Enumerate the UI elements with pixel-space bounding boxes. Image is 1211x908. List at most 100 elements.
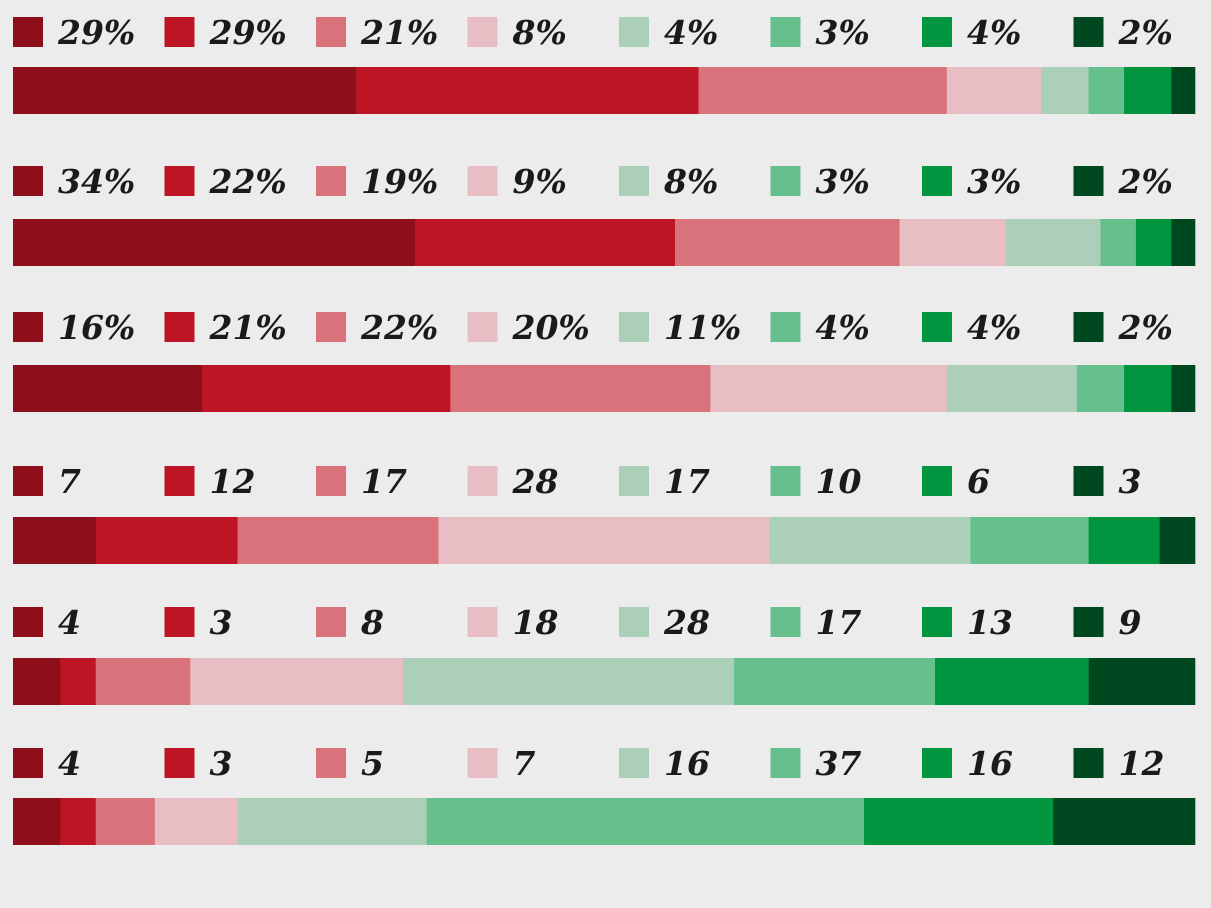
bar-row-3: 16% 21% 22% 20% 11% 4% 4% 2% xyxy=(13,308,1196,412)
legend-swatch-6-5 xyxy=(619,748,649,778)
legend-swatch-2-1 xyxy=(13,166,43,196)
bar-segment-3-6 xyxy=(1076,365,1125,412)
bar-segment-3-3 xyxy=(450,365,711,412)
bar-row-5: 4 3 8 18 28 17 13 9 xyxy=(13,603,1196,705)
bar-segment-5-2 xyxy=(60,658,97,705)
legend-swatch-1-5 xyxy=(619,17,649,47)
data-label-1-3: 21% xyxy=(360,13,438,52)
data-label-5-7: 13 xyxy=(967,603,1013,642)
bar-segment-2-8 xyxy=(1171,219,1196,266)
legend-swatch-3-7 xyxy=(922,312,952,342)
bar-segment-5-6 xyxy=(734,658,936,705)
data-label-1-4: 8% xyxy=(512,13,567,52)
data-label-3-7: 4% xyxy=(967,308,1021,347)
bar-segment-1-3 xyxy=(698,67,948,114)
bar-segment-5-7 xyxy=(934,658,1089,705)
data-label-6-8: 12 xyxy=(1119,744,1165,783)
data-label-1-6: 3% xyxy=(816,13,870,52)
legend-swatch-4-3 xyxy=(316,466,346,496)
bar-row-1: 29% 29% 21% 8% 4% 3% 4% 2% xyxy=(13,13,1196,114)
data-label-5-2: 3 xyxy=(210,603,233,642)
legend-swatch-2-4 xyxy=(467,166,498,196)
data-label-3-1: 16% xyxy=(58,308,135,347)
bar-segment-5-8 xyxy=(1088,658,1196,705)
bar-segment-6-7 xyxy=(864,798,1054,845)
bar-segment-6-8 xyxy=(1053,798,1196,845)
bar-segment-6-2 xyxy=(60,798,97,845)
legend-swatch-4-2 xyxy=(164,466,195,496)
legend-swatch-5-8 xyxy=(1073,607,1104,637)
legend-swatch-2-2 xyxy=(164,166,195,196)
bar-segment-4-3 xyxy=(237,517,439,564)
data-label-6-4: 7 xyxy=(513,744,536,783)
legend-swatch-6-6 xyxy=(770,748,801,778)
bar-segment-5-1 xyxy=(13,658,61,705)
legend-swatch-2-5 xyxy=(619,166,649,196)
legend-swatch-5-1 xyxy=(13,607,43,637)
legend-swatch-1-7 xyxy=(922,17,952,47)
bar-segment-6-6 xyxy=(426,798,865,845)
bar-segment-4-4 xyxy=(438,517,770,564)
legend-swatch-3-6 xyxy=(770,312,801,342)
bar-segment-5-3 xyxy=(95,658,191,705)
legend-swatch-5-2 xyxy=(164,607,195,637)
data-label-2-7: 3% xyxy=(967,162,1021,201)
data-label-6-3: 5 xyxy=(361,744,384,783)
bar-segment-6-1 xyxy=(13,798,61,845)
data-label-4-8: 3 xyxy=(1119,462,1142,501)
data-label-1-2: 29% xyxy=(209,13,287,52)
bar-segment-2-2 xyxy=(414,219,676,266)
data-label-1-5: 4% xyxy=(664,13,718,52)
data-label-6-7: 16 xyxy=(967,744,1013,783)
legend-swatch-3-4 xyxy=(467,312,498,342)
data-label-4-2: 12 xyxy=(210,462,256,501)
bar-segment-2-7 xyxy=(1135,219,1172,266)
legend-swatch-1-1 xyxy=(13,17,43,47)
bar-segment-3-1 xyxy=(13,365,203,412)
bar-segment-1-1 xyxy=(13,67,357,114)
data-label-6-2: 3 xyxy=(210,744,233,783)
data-label-5-5: 28 xyxy=(663,603,710,642)
bar-segment-1-8 xyxy=(1171,67,1196,114)
legend-swatch-1-8 xyxy=(1073,17,1104,47)
legend-swatch-6-3 xyxy=(316,748,346,778)
bar-segment-1-4 xyxy=(946,67,1042,114)
legend-swatch-6-2 xyxy=(164,748,195,778)
data-label-1-1: 29% xyxy=(57,13,135,52)
data-label-3-5: 11% xyxy=(664,308,741,347)
legend-swatch-4-6 xyxy=(770,466,801,496)
legend-swatch-2-6 xyxy=(770,166,801,196)
legend-swatch-5-3 xyxy=(316,607,346,637)
legend-swatch-5-5 xyxy=(619,607,649,637)
legend-swatch-3-2 xyxy=(164,312,195,342)
bar-segment-4-7 xyxy=(1088,517,1160,564)
legend-swatch-3-3 xyxy=(316,312,346,342)
data-label-3-4: 20% xyxy=(512,308,590,347)
data-label-4-5: 17 xyxy=(664,462,710,501)
bar-segment-4-5 xyxy=(769,517,971,564)
legend-swatch-6-7 xyxy=(922,748,952,778)
bar-segment-2-5 xyxy=(1005,219,1101,266)
bar-segment-2-3 xyxy=(674,219,900,266)
bar-segment-3-7 xyxy=(1124,365,1172,412)
bar-segment-3-8 xyxy=(1171,365,1196,412)
data-label-2-8: 2% xyxy=(1118,162,1173,201)
data-label-5-6: 17 xyxy=(816,603,862,642)
data-label-4-7: 6 xyxy=(967,462,990,501)
data-label-3-3: 22% xyxy=(360,308,438,347)
data-label-3-8: 2% xyxy=(1118,308,1173,347)
bar-segment-5-4 xyxy=(190,658,404,705)
legend-swatch-4-8 xyxy=(1073,466,1104,496)
data-label-5-4: 18 xyxy=(513,603,559,642)
bar-segment-6-5 xyxy=(237,798,427,845)
bar-segment-5-5 xyxy=(403,658,735,705)
bar-segment-2-6 xyxy=(1100,219,1137,266)
data-label-1-7: 4% xyxy=(967,13,1021,52)
legend-swatch-5-7 xyxy=(922,607,952,637)
bar-segment-2-4 xyxy=(899,219,1007,266)
bar-segment-6-3 xyxy=(95,798,156,845)
data-label-2-6: 3% xyxy=(816,162,870,201)
bar-segment-1-5 xyxy=(1041,67,1089,114)
bar-segment-3-4 xyxy=(710,365,948,412)
